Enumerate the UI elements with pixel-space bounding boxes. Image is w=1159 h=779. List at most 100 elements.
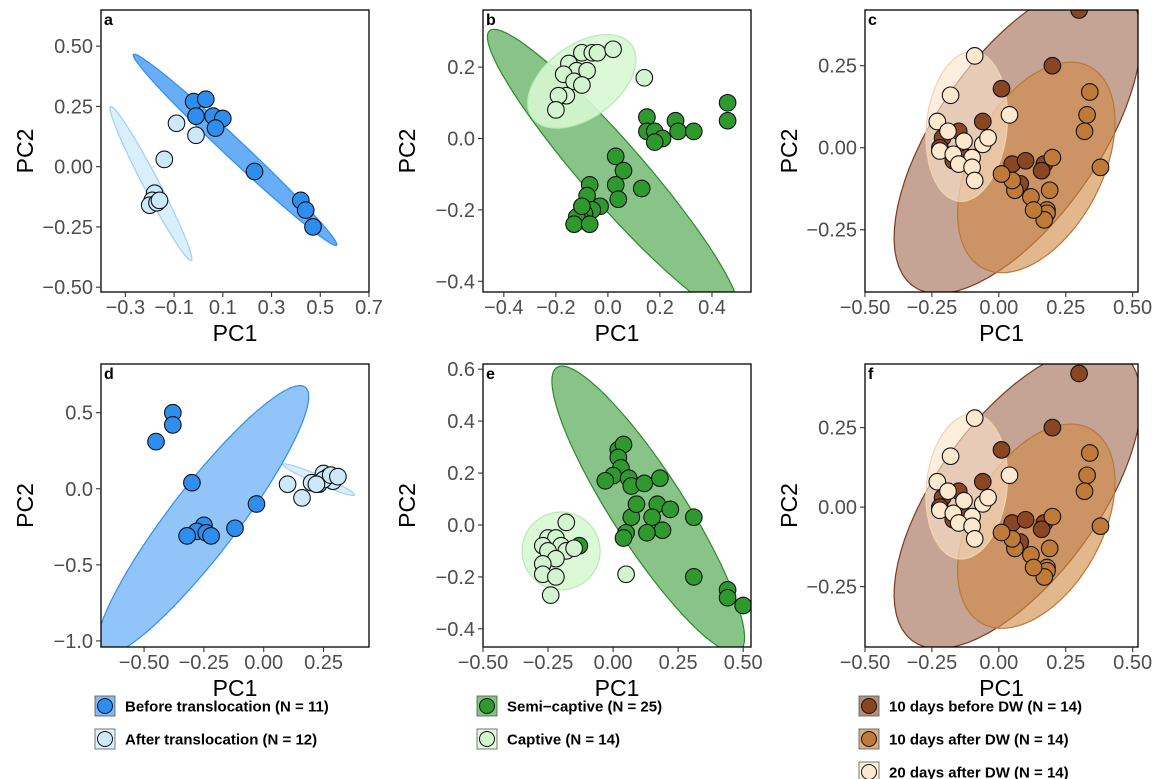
panel-border [864,363,1139,648]
data-point-b-1-2 [588,43,607,62]
data-point-f-1-3 [1091,517,1110,536]
data-point-e-0-13 [653,521,672,540]
data-point-f-1-2 [1075,482,1094,501]
data-point-c-0-2 [992,79,1011,98]
data-point-c-2-0 [965,47,984,65]
legend-key-point [479,731,495,747]
data-point-f-2-11 [1000,466,1019,485]
y-tick-label: 0.5 [65,403,93,425]
data-point-b-0-21 [565,215,583,234]
plot-area [521,365,751,647]
panel-label-e: e [486,366,495,383]
x-axis-title: PC1 [213,675,258,701]
x-tick-label: 0.7 [355,297,383,319]
data-point-c-0-10 [1016,151,1035,170]
panel-label-b: b [486,12,496,29]
data-point-f-1-13 [992,523,1011,542]
data-point-c-1-3 [1091,158,1110,177]
x-tick-label: 0.00 [594,652,633,674]
data-point-e-0-23 [651,469,669,488]
x-tick-label: 0.25 [659,652,698,674]
y-tick-label: 0.0 [65,479,93,501]
data-point-b-0-7 [718,93,737,112]
data-point-a-1-7 [150,191,169,210]
data-point-e-1-11 [547,568,565,586]
data-point-a-0-9 [304,218,322,236]
data-point-d-1-11 [329,467,347,486]
y-tick-label: 0.0 [447,515,475,537]
x-axis-title: PC1 [595,675,640,701]
legend-0: Before translocation (N = 11) After trans… [94,695,329,750]
y-axis-title: PC2 [394,129,420,174]
data-point-c-0-3 [973,112,992,131]
data-point-e-0-14 [638,523,656,542]
data-point-e-0-12 [643,508,661,527]
data-point-c-2-4 [955,132,973,151]
data-point-f-2-10 [965,530,984,548]
x-tick-label: −0.50 [458,652,509,674]
data-point-c-2-3 [939,122,957,141]
y-tick-label: −0.25 [42,217,93,239]
data-point-b-0-6 [684,122,703,141]
data-point-f-2-4 [955,491,973,510]
x-tick-label: 0.3 [258,297,286,319]
data-point-b-0-22 [580,215,599,234]
panel-label-f: f [868,366,874,383]
x-tick-label: 0.50 [1113,652,1152,674]
confidence-ellipse-d-0 [101,384,310,647]
confidence-ellipse-a-0 [132,53,338,247]
panel-label-a: a [104,12,113,29]
data-point-e-0-15 [684,508,703,527]
data-point-c-1-1 [1078,106,1096,124]
legend-1: Semi−captive (N = 25) Captive (N = 14) [476,695,662,750]
x-tick-label: −0.25 [523,652,574,674]
data-point-d-0-8 [178,527,196,545]
data-point-d-0-7 [202,527,220,545]
confidence-ellipse-a-1 [109,105,193,262]
legend-label: 10 days after DW (N = 14) [889,732,1069,749]
legend-label: Before translocation (N = 11) [125,699,329,716]
y-tick-label: 0.6 [447,359,475,381]
y-tick-label: −1.0 [54,631,93,653]
legend-key-point [479,698,495,714]
panel-border [100,9,370,293]
x-axis-title: PC1 [595,320,640,346]
y-tick-label: −0.4 [436,619,475,641]
data-point-f-0-1 [1043,418,1062,437]
data-point-e-0-18 [718,588,737,607]
data-point-e-0-10 [661,500,680,519]
data-point-c-2-11 [1000,106,1019,124]
y-tick-label: 0.25 [818,56,857,78]
x-tick-label: −0.1 [154,297,193,319]
data-point-b-1-3 [604,40,622,59]
data-point-f-1-1 [1078,466,1096,485]
data-point-c-0-1 [1043,56,1062,75]
x-tick-label: −0.3 [106,297,145,319]
y-tick-label: −0.25 [806,577,857,599]
y-axis-title: PC2 [12,483,38,528]
data-point-e-0-16 [684,568,703,586]
x-tick-label: 0.25 [1046,297,1085,319]
x-tick-label: −0.50 [840,652,891,674]
data-point-e-0-22 [627,495,646,514]
data-point-c-2-1 [941,86,960,105]
legend-key-point [861,764,877,779]
x-tick-label: −0.4 [484,297,523,319]
panel-label-d: d [104,366,114,383]
data-point-a-1-1 [187,126,205,145]
y-tick-label: −0.4 [436,271,475,293]
data-point-f-0-13 [1032,520,1051,539]
data-point-a-0-1 [196,90,215,109]
data-point-b-0-8 [718,111,737,130]
data-point-d-0-1 [163,416,182,434]
data-point-e-1-13 [617,565,635,584]
data-point-e-1-7 [565,539,583,558]
panel-f: f −0.50 −0.25 0.00 0.25 0.50 0.25 0.00 −0.25 PC1 P… [776,363,1152,701]
legend-key-point [97,698,113,714]
panel-a: a −0.3 −0.1 0.1 0.3 0.5 0.7 0.50 0.25 0.00 −0.25 −0… [12,9,383,346]
x-tick-label: 0.4 [698,297,726,319]
y-tick-label: 0.00 [818,497,857,519]
panel-label-c: c [868,12,877,29]
data-point-b-0-23 [573,197,591,216]
